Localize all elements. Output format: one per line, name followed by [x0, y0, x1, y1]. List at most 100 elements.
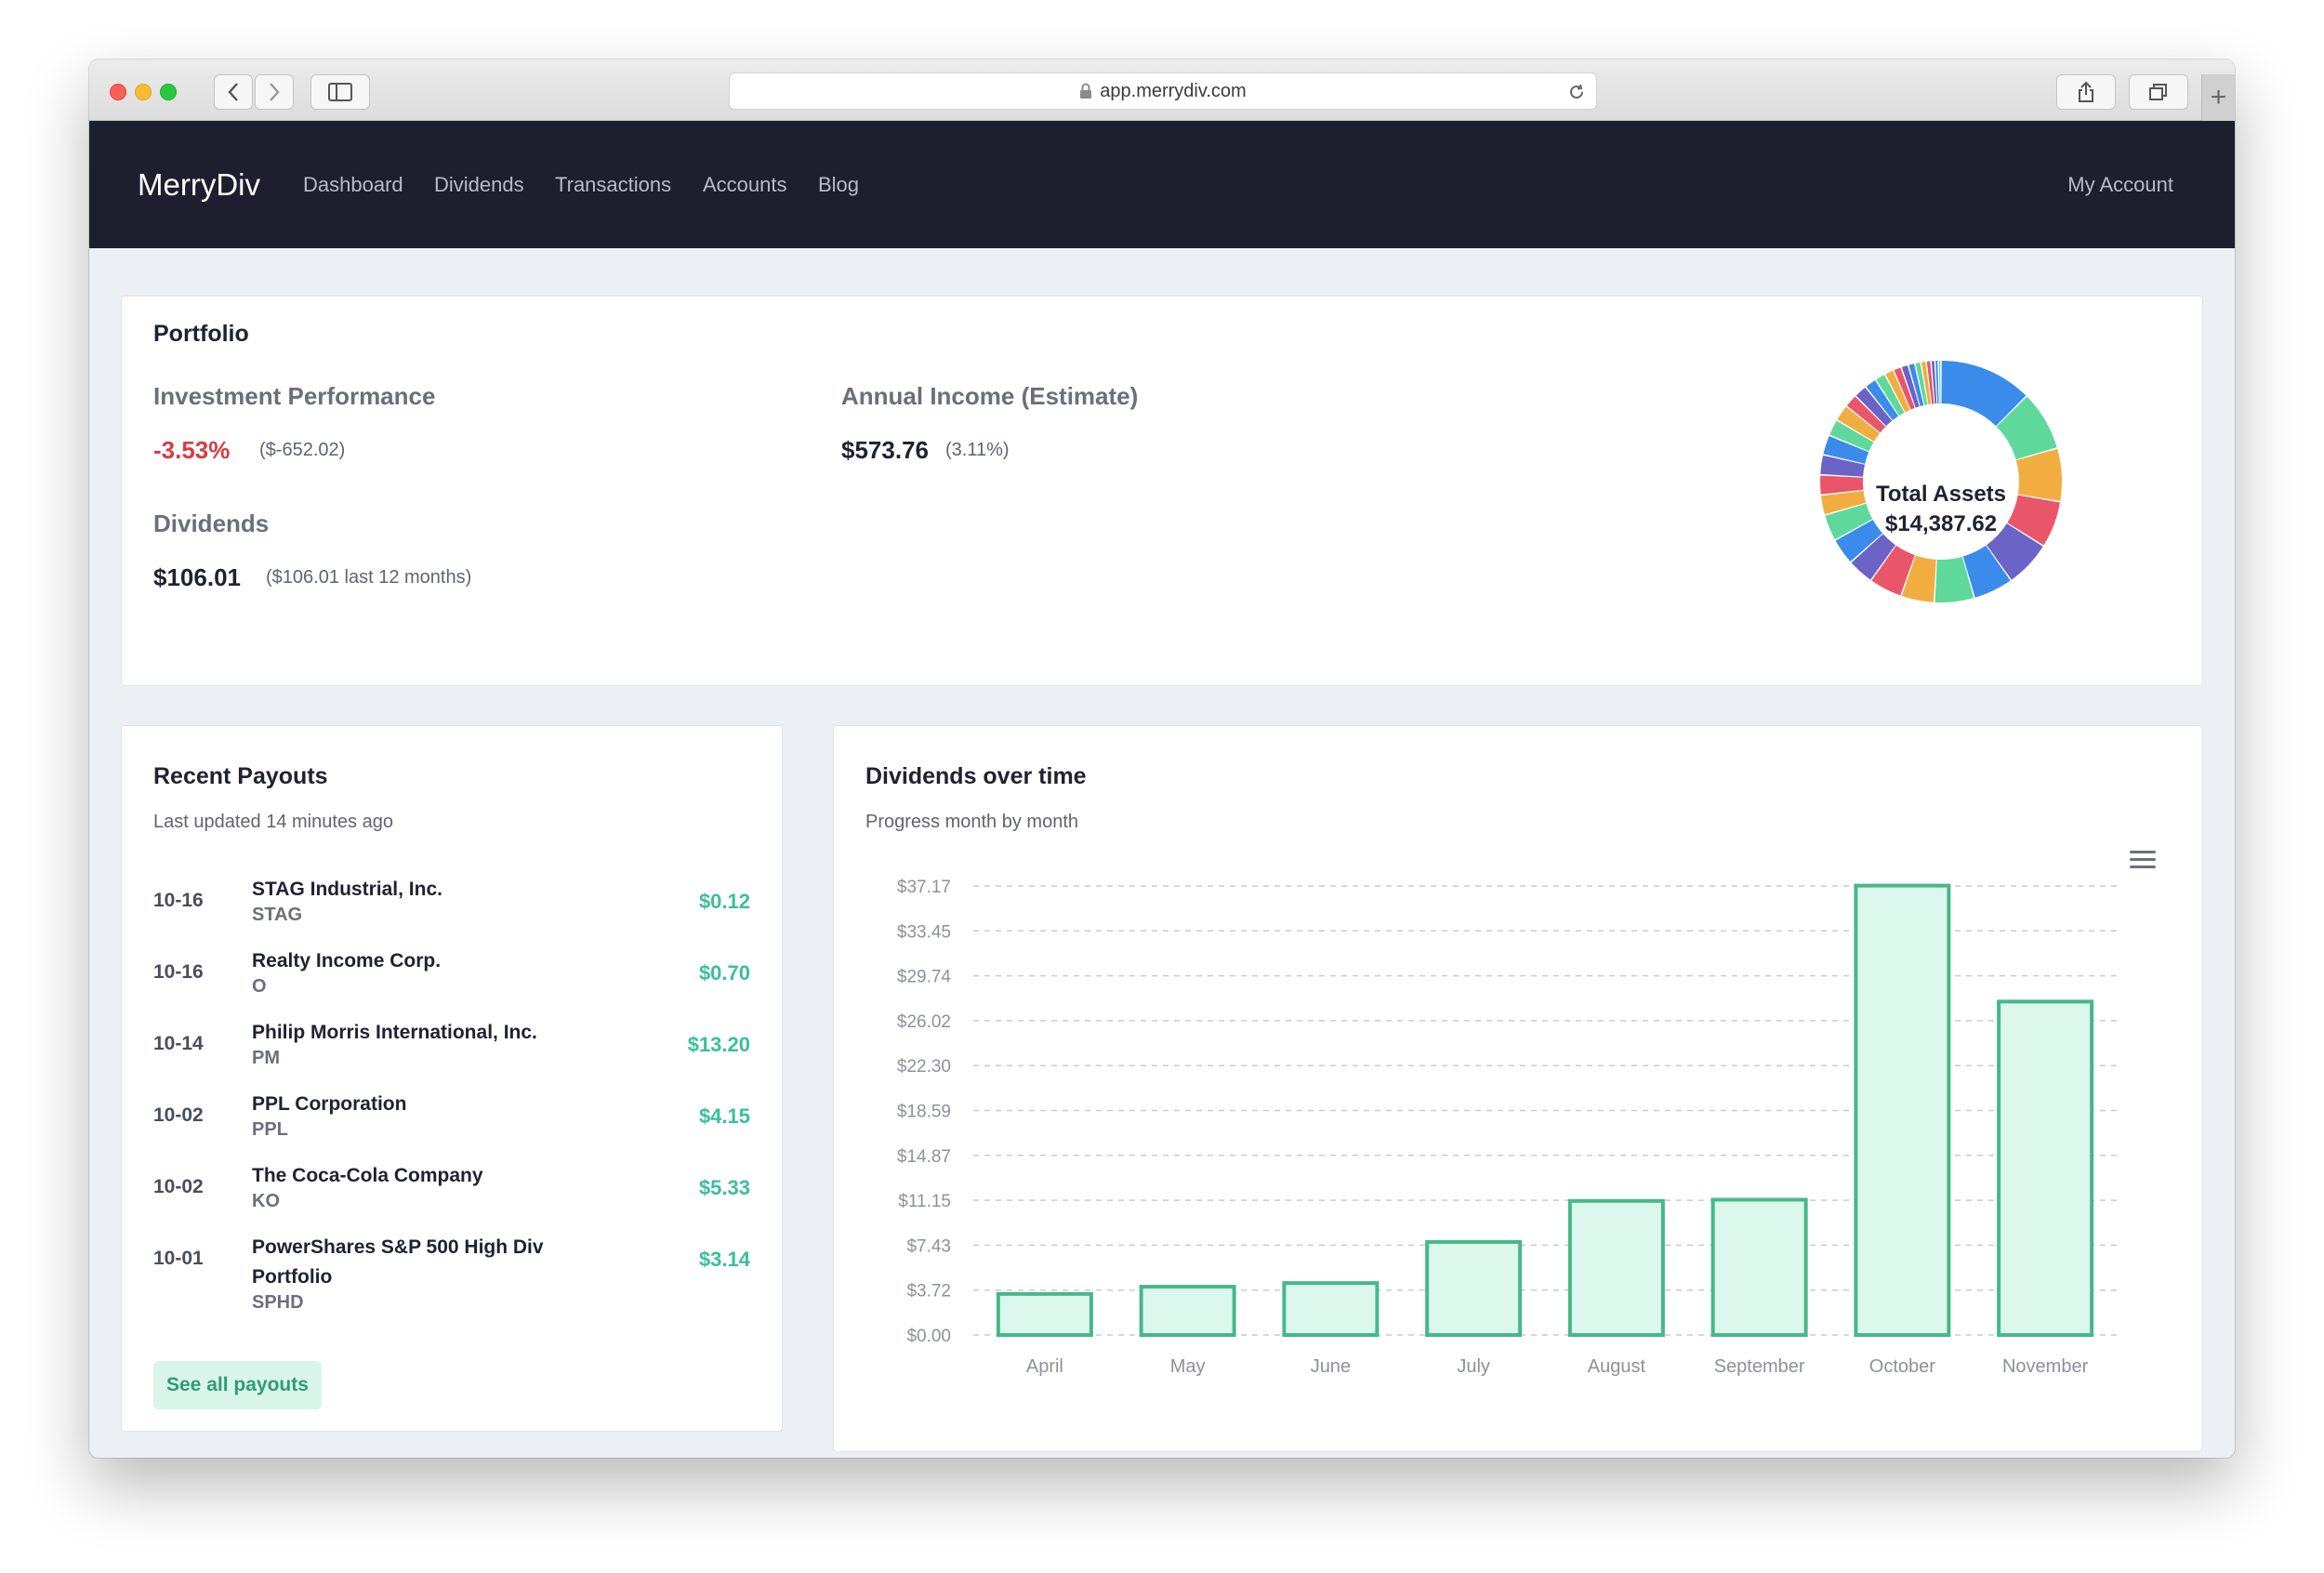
donut-segment[interactable]	[1926, 361, 1934, 404]
donut-segment[interactable]	[1876, 375, 1905, 416]
y-tick-label: $11.15	[898, 1192, 951, 1211]
minimize-window-button[interactable]	[135, 84, 152, 100]
payout-amount: $5.33	[698, 1176, 750, 1199]
donut-segment[interactable]	[1962, 545, 2011, 598]
bar-june[interactable]	[1282, 1281, 1380, 1337]
donut-segment[interactable]	[1894, 367, 1915, 410]
x-tick-label: November	[2002, 1356, 2089, 1377]
payout-date: 10-16	[153, 890, 204, 911]
my-account-link[interactable]: My Account	[2067, 172, 2173, 196]
browser-toolbar: app.merrydiv.com +	[89, 59, 2235, 121]
url-text: app.merrydiv.com	[1100, 80, 1247, 101]
payout-name: Philip Morris International, Inc.	[252, 1022, 537, 1043]
forward-button[interactable]	[255, 74, 294, 110]
donut-segment[interactable]	[1835, 520, 1883, 562]
y-tick-label: $14.87	[897, 1147, 951, 1167]
nav-link-blog[interactable]: Blog	[818, 172, 860, 196]
new-tab-button[interactable]: +	[2201, 74, 2235, 121]
dividends-chart-title: Dividends over time	[865, 763, 1087, 789]
x-tick-label: July	[1457, 1356, 1490, 1377]
donut-segment[interactable]	[1987, 523, 2043, 580]
donut-segment[interactable]	[1855, 387, 1893, 427]
bar-may[interactable]	[1139, 1285, 1236, 1337]
payout-amount: $3.14	[698, 1248, 750, 1271]
donut-segment[interactable]	[1938, 361, 1941, 404]
payout-ticker: PM	[252, 1048, 280, 1068]
plus-icon: +	[2210, 82, 2227, 112]
nav-link-dashboard[interactable]: Dashboard	[303, 172, 403, 196]
donut-segment[interactable]	[1825, 503, 1873, 540]
donut-segment[interactable]	[2015, 448, 2062, 502]
donut-segment[interactable]	[1851, 534, 1895, 580]
bar-november[interactable]	[1997, 999, 2094, 1337]
sidebar-button[interactable]	[310, 74, 370, 110]
donut-segment[interactable]	[1901, 555, 1936, 602]
back-icon	[228, 83, 238, 101]
tabs-overview-button[interactable]	[2129, 74, 2188, 110]
payout-ticker: O	[252, 976, 267, 997]
y-tick-label: $33.45	[897, 922, 951, 942]
donut-segment[interactable]	[1931, 361, 1937, 404]
payout-date: 10-02	[153, 1176, 204, 1197]
donut-segment[interactable]	[1901, 365, 1920, 408]
donut-segment[interactable]	[1823, 435, 1869, 464]
donut-segment[interactable]	[1837, 406, 1881, 442]
bar-august[interactable]	[1567, 1198, 1665, 1338]
bar-april[interactable]	[996, 1291, 1093, 1338]
bar-september[interactable]	[1710, 1197, 1808, 1338]
donut-segment[interactable]	[1829, 420, 1874, 452]
donut-segment[interactable]	[1996, 396, 2057, 460]
dividends-over-time-card: Dividends over time Progress month by mo…	[833, 725, 2203, 1452]
browser-window: app.merrydiv.com + MerryDiv Dashboard Di…	[89, 59, 2235, 1458]
donut-segment[interactable]	[1921, 362, 1932, 405]
donut-segment[interactable]	[1820, 490, 1867, 515]
address-bar[interactable]: app.merrydiv.com	[729, 73, 1597, 110]
recent-payouts-subtitle: Last updated 14 minutes ago	[153, 812, 393, 832]
zoom-window-button[interactable]	[160, 84, 177, 100]
payout-amount: $4.15	[698, 1104, 750, 1128]
y-tick-label: $22.30	[897, 1057, 951, 1077]
hamburger-menu-icon[interactable]	[2130, 851, 2156, 873]
donut-segment[interactable]	[1866, 380, 1899, 421]
payout-date: 10-01	[153, 1248, 204, 1269]
y-tick-label: $7.43	[906, 1236, 951, 1256]
forward-icon	[270, 83, 280, 101]
donut-segment[interactable]	[1935, 361, 1939, 404]
brand-logo[interactable]: MerryDiv	[138, 166, 260, 202]
reload-icon[interactable]	[1566, 82, 1587, 102]
portfolio-title: Portfolio	[153, 321, 249, 347]
total-assets-label: Total Assets	[1875, 482, 2007, 507]
close-window-button[interactable]	[110, 84, 126, 100]
dividends-note: ($106.01 last 12 months)	[266, 567, 472, 588]
asset-allocation-donut[interactable]	[1816, 357, 2066, 606]
donut-segment[interactable]	[1934, 556, 1974, 602]
donut-segment[interactable]	[1846, 396, 1886, 433]
x-tick-label: September	[1714, 1356, 1805, 1377]
donut-segment[interactable]	[1885, 370, 1910, 413]
nav-link-dividends[interactable]: Dividends	[434, 172, 524, 196]
see-all-payouts-button[interactable]: See all payouts	[153, 1361, 322, 1409]
donut-segment[interactable]	[1820, 475, 1864, 495]
payout-name: PPL Corporation	[252, 1093, 407, 1115]
payout-amount: $0.70	[698, 961, 750, 985]
back-button[interactable]	[214, 74, 253, 110]
performance-amount: ($-652.02)	[259, 440, 346, 460]
share-button[interactable]	[2056, 74, 2116, 110]
donut-segment[interactable]	[1871, 545, 1915, 596]
performance-percent: -3.53%	[153, 436, 231, 464]
donut-segment[interactable]	[1908, 364, 1924, 407]
payout-name: STAG Industrial, Inc.	[252, 879, 442, 900]
payout-ticker: SPHD	[252, 1292, 304, 1313]
annual-income-value: $573.76	[841, 436, 929, 464]
donut-segment[interactable]	[2007, 495, 2061, 546]
bar-october[interactable]	[1854, 883, 1951, 1337]
y-tick-label: $18.59	[897, 1103, 951, 1122]
donut-segment[interactable]	[1915, 362, 1928, 405]
bar-july[interactable]	[1425, 1239, 1523, 1337]
x-tick-label: April	[1026, 1356, 1063, 1377]
payout-date: 10-16	[153, 961, 204, 983]
nav-link-transactions[interactable]: Transactions	[555, 172, 672, 196]
nav-link-accounts[interactable]: Accounts	[703, 172, 787, 196]
donut-segment[interactable]	[1820, 455, 1865, 477]
donut-segment[interactable]	[1941, 361, 2027, 427]
